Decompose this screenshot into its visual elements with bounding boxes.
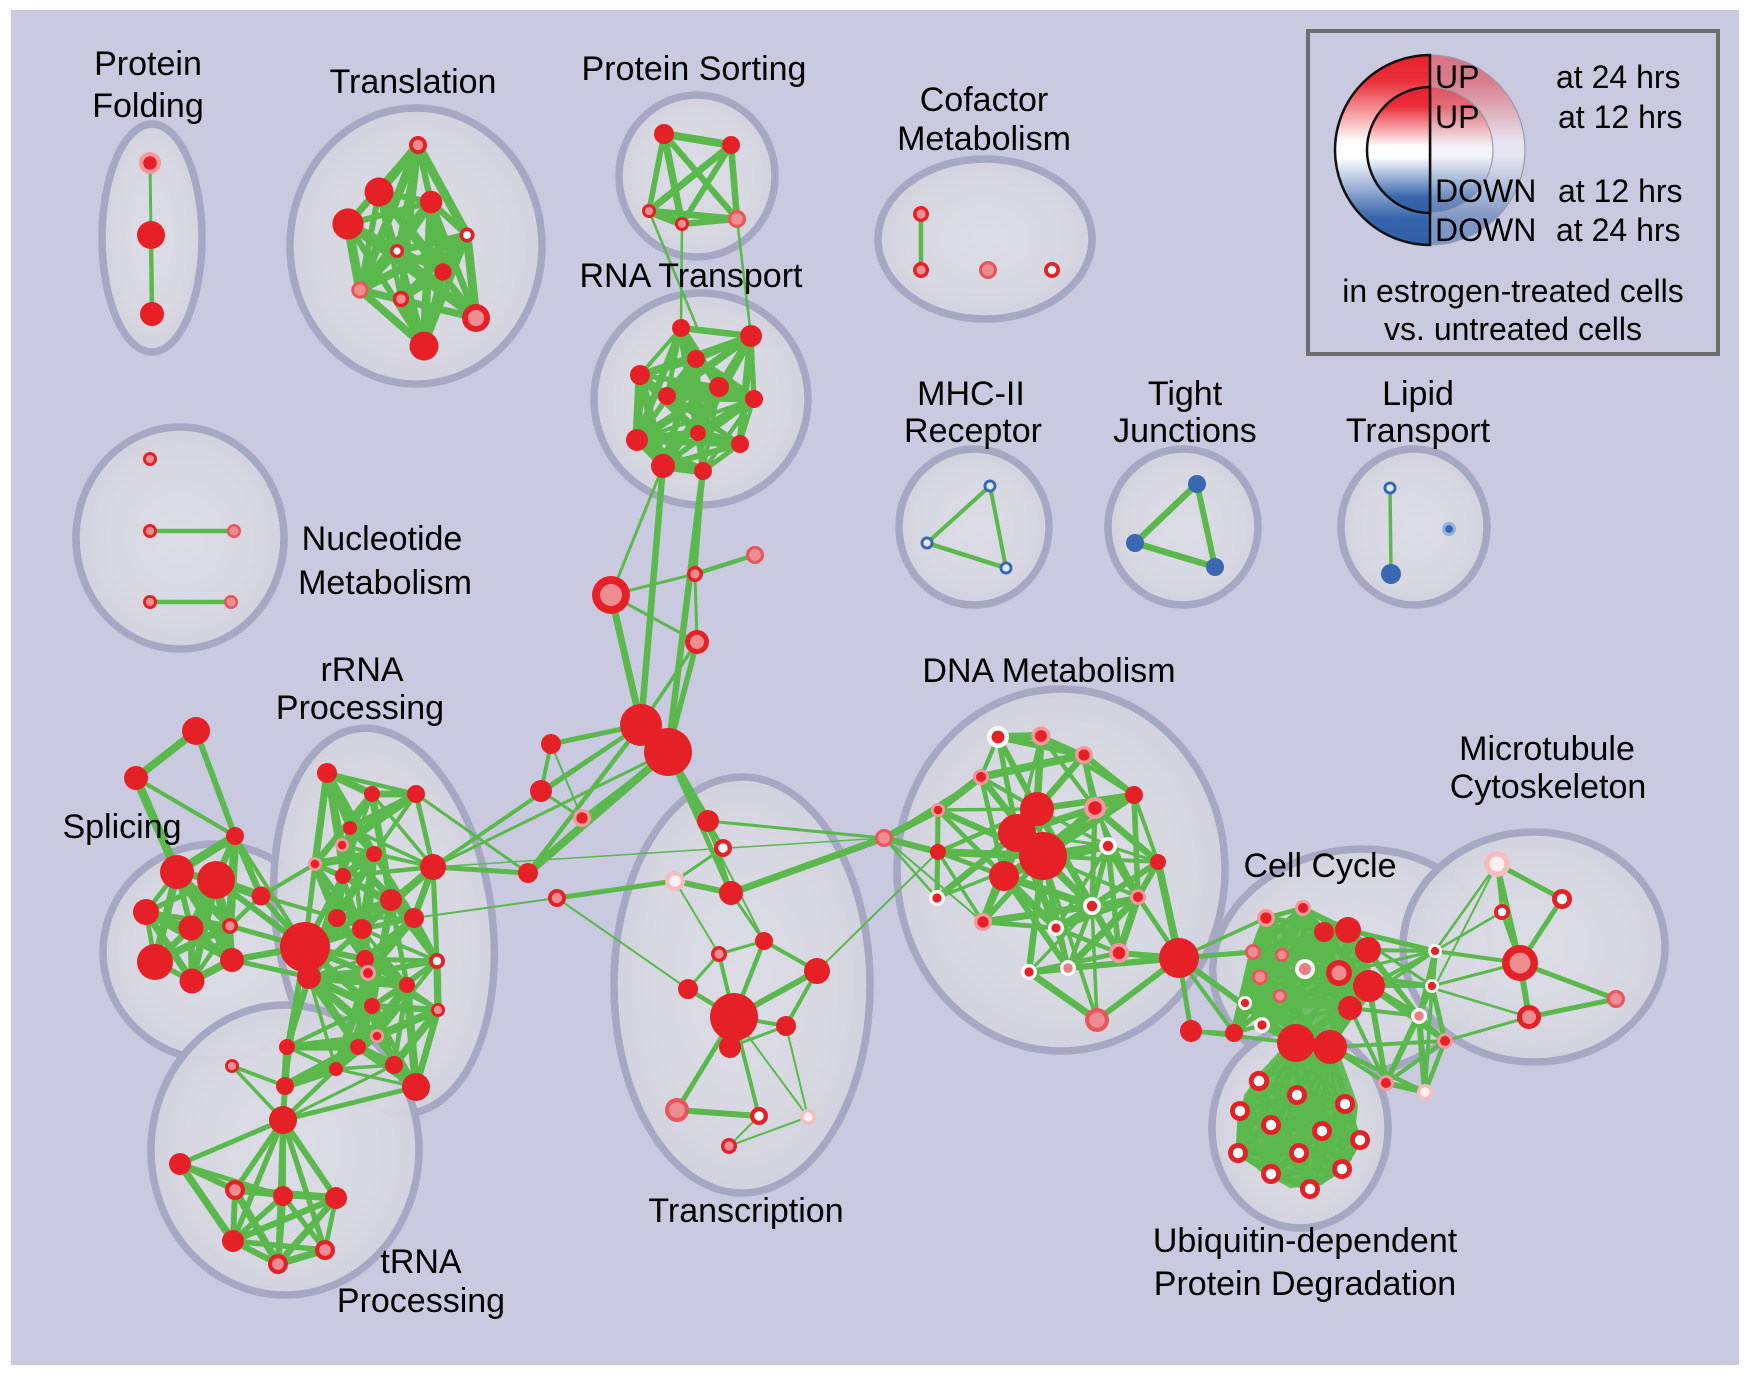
svg-text:MHC-II: MHC-II	[917, 375, 1025, 413]
svg-text:UP: UP	[1435, 99, 1479, 135]
svg-text:in estrogen-treated cells: in estrogen-treated cells	[1342, 273, 1684, 309]
svg-text:DOWN: DOWN	[1435, 173, 1536, 209]
svg-text:tRNA: tRNA	[380, 1243, 462, 1281]
svg-text:Protein Sorting: Protein Sorting	[582, 50, 807, 88]
svg-text:Folding: Folding	[92, 87, 204, 125]
svg-text:Splicing: Splicing	[62, 808, 181, 846]
svg-text:Transcription: Transcription	[648, 1192, 843, 1230]
svg-text:at 12 hrs: at 12 hrs	[1558, 173, 1683, 209]
svg-text:UP: UP	[1435, 59, 1479, 95]
svg-text:rRNA: rRNA	[320, 651, 403, 689]
svg-text:Processing: Processing	[337, 1282, 505, 1320]
svg-text:Cofactor: Cofactor	[920, 81, 1049, 119]
svg-text:Receptor: Receptor	[904, 412, 1042, 450]
svg-text:Cell Cycle: Cell Cycle	[1243, 847, 1396, 885]
svg-text:Microtubule: Microtubule	[1459, 730, 1635, 768]
svg-text:Lipid: Lipid	[1382, 375, 1454, 413]
svg-text:Cytoskeleton: Cytoskeleton	[1450, 768, 1647, 806]
svg-text:Ubiquitin-dependent: Ubiquitin-dependent	[1153, 1222, 1458, 1260]
svg-text:vs. untreated cells: vs. untreated cells	[1384, 311, 1642, 347]
svg-text:Nucleotide: Nucleotide	[302, 520, 463, 558]
svg-text:at 24 hrs: at 24 hrs	[1556, 59, 1681, 95]
svg-text:Junctions: Junctions	[1113, 412, 1257, 450]
svg-text:Protein: Protein	[94, 45, 202, 83]
svg-text:Metabolism: Metabolism	[897, 120, 1071, 158]
svg-text:at 12 hrs: at 12 hrs	[1558, 99, 1683, 135]
svg-text:Processing: Processing	[276, 689, 444, 727]
svg-text:Protein Degradation: Protein Degradation	[1154, 1265, 1456, 1303]
svg-text:Transport: Transport	[1346, 412, 1491, 450]
svg-text:DOWN: DOWN	[1435, 212, 1536, 248]
svg-text:DNA Metabolism: DNA Metabolism	[922, 652, 1175, 690]
svg-text:Metabolism: Metabolism	[298, 564, 472, 602]
svg-text:Tight: Tight	[1148, 375, 1223, 413]
svg-text:RNA Transport: RNA Transport	[580, 257, 804, 295]
svg-text:Translation: Translation	[330, 63, 497, 101]
svg-text:at 24 hrs: at 24 hrs	[1556, 212, 1681, 248]
